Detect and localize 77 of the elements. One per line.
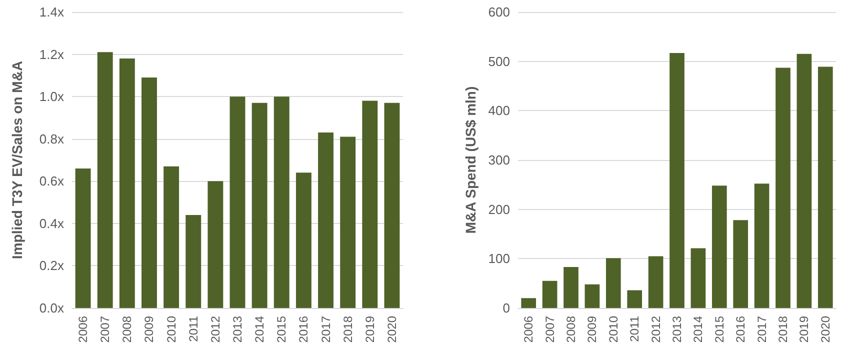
bar: [754, 184, 770, 308]
y-tick-label: 0: [502, 300, 510, 316]
y-tick-label: 300: [488, 152, 510, 168]
bar: [274, 96, 290, 308]
x-tick-label: 2018: [776, 316, 790, 343]
x-tick-label: 2009: [142, 316, 156, 343]
bar: [119, 58, 135, 308]
bar: [670, 52, 684, 308]
x-tick-label: 2006: [522, 316, 536, 343]
bar: [606, 258, 621, 308]
x-tick-label: 2018: [340, 316, 355, 343]
x-tick-label: 2019: [797, 316, 812, 343]
y-tick-label: 200: [488, 202, 510, 217]
bar: [648, 256, 664, 308]
y-tick-label: 1.2x: [39, 46, 64, 62]
bar: [542, 280, 558, 308]
x-tick-label: 2020: [384, 316, 399, 343]
bar: [796, 54, 812, 308]
bar: [97, 52, 113, 308]
bar: [584, 284, 600, 308]
bar: [733, 220, 748, 308]
bar: [186, 214, 202, 308]
bar: [690, 248, 706, 308]
y-tick-label: 1.4x: [39, 4, 64, 20]
x-tick-label: 2016: [734, 316, 748, 343]
x-tick-label: 2015: [274, 316, 289, 343]
x-tick-label: 2007: [98, 316, 112, 343]
x-tick-label: 2019: [362, 316, 377, 343]
bar: [208, 181, 224, 308]
x-tick-label: 2008: [564, 316, 578, 343]
y-tick-label: 0.2x: [39, 258, 64, 274]
bar: [521, 298, 536, 308]
bar: [164, 166, 180, 308]
x-tick-label: 2009: [585, 316, 600, 343]
x-tick-label: 2020: [818, 316, 832, 343]
bar: [296, 172, 312, 308]
y-tick-label: 0.6x: [39, 174, 64, 189]
x-tick-label: 2008: [120, 316, 134, 343]
bar: [712, 186, 727, 308]
bar: [230, 96, 246, 308]
bar: [75, 168, 91, 308]
x-tick-label: 2006: [76, 316, 90, 343]
x-tick-label: 2017: [754, 316, 769, 343]
x-tick-label: 2011: [628, 316, 642, 342]
x-tick-label: 2014: [691, 316, 706, 343]
x-tick-label: 2014: [252, 316, 267, 343]
x-tick-label: 2012: [208, 316, 222, 343]
x-tick-label: 2013: [230, 316, 244, 343]
x-tick-label: 2012: [648, 316, 663, 343]
y-tick-label: 0.0x: [39, 300, 64, 316]
x-tick-label: 2016: [296, 316, 311, 343]
x-tick-label: 2017: [318, 316, 333, 343]
y-axis-title: M&A Spend (US$ mln): [462, 86, 478, 234]
x-tick-label: 2010: [164, 316, 178, 343]
y-tick-label: 600: [488, 4, 510, 20]
bar: [362, 100, 378, 308]
y-tick-label: 100: [488, 251, 510, 266]
bar: [384, 102, 400, 308]
y-tick-label: 0.8x: [39, 131, 64, 146]
y-tick-label: 500: [488, 54, 510, 69]
x-tick-label: 2013: [670, 316, 684, 343]
x-tick-label: 2015: [712, 316, 726, 343]
bar: [318, 132, 334, 308]
y-tick-label: 400: [488, 103, 510, 118]
x-tick-label: 2010: [606, 316, 620, 343]
bar: [142, 78, 157, 308]
bar: [627, 290, 642, 308]
x-tick-label: 2007: [542, 316, 557, 343]
y-tick-label: 1.0x: [39, 89, 64, 104]
y-tick-label: 0.4x: [39, 216, 64, 231]
bar: [340, 136, 356, 308]
x-tick-label: 2011: [186, 316, 200, 342]
bar: [818, 66, 833, 308]
bar: [776, 68, 790, 308]
bar: [252, 102, 268, 308]
bar: [564, 267, 578, 308]
y-axis-title: Implied T3Y EV/Sales on M&A: [9, 60, 25, 260]
